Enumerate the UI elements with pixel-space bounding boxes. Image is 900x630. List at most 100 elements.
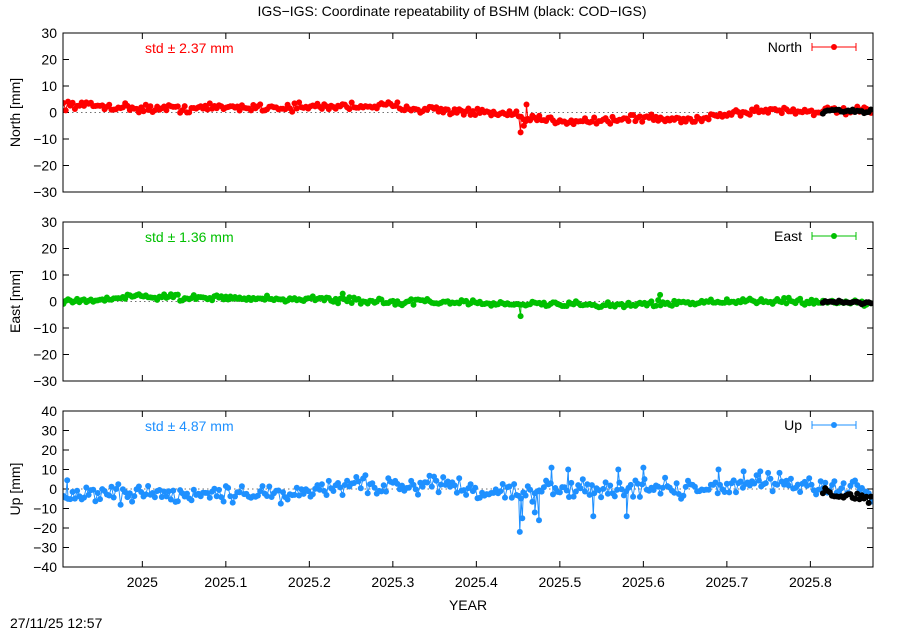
data-point-up [641, 476, 648, 483]
data-point-up [94, 490, 101, 496]
plot-frame [62, 410, 874, 568]
data-point-up [110, 494, 117, 501]
data-point-up [309, 491, 316, 498]
data-point-up [657, 490, 664, 497]
y-tick-label: −10 [33, 131, 57, 147]
y-axis-label: Up [mm] [7, 463, 23, 516]
data-point-up [511, 481, 518, 488]
data-point-up [774, 481, 781, 488]
legend-marker [831, 422, 837, 428]
data-point-up [715, 466, 722, 473]
data-point-up [453, 489, 460, 496]
y-tick-label: −20 [33, 347, 57, 363]
data-point-up [726, 489, 733, 496]
y-tick-label: −20 [33, 158, 57, 174]
data-point-up [211, 485, 218, 492]
data-point-up [399, 482, 405, 489]
y-tick-label: 10 [41, 78, 57, 94]
data-point-up [64, 477, 71, 484]
data-point-north [348, 99, 355, 106]
legend-label: Up [784, 417, 802, 433]
data-point-east [653, 302, 659, 309]
data-point-up [435, 489, 442, 496]
y-tick-label: −30 [33, 373, 57, 389]
y-tick-label: 20 [41, 442, 57, 458]
data-point-up [280, 489, 286, 496]
x-tick-label: 2025.3 [371, 574, 414, 590]
data-point-up [126, 490, 133, 497]
chart-panels: 30 20 10 0 −10 −20 −30 North [mm] std ± 2.37 mm N… [7, 25, 874, 590]
data-point-up [616, 479, 623, 486]
data-point-north [204, 106, 211, 113]
data-point-up [460, 487, 467, 494]
data-point-up [236, 489, 243, 496]
data-point-up [275, 487, 282, 494]
data-point-up [636, 493, 643, 500]
data-point-up [519, 515, 526, 522]
data-point-up [437, 481, 444, 488]
data-point-north [147, 103, 154, 110]
data-point-up [712, 479, 719, 486]
data-point-up [582, 488, 588, 495]
data-point-up [225, 484, 232, 491]
data-point-up [394, 480, 401, 487]
data-point-east [781, 295, 788, 301]
data-point-up [188, 497, 195, 504]
cod-data-point-up [819, 490, 826, 497]
data-point-up [83, 484, 90, 491]
data-point-north [808, 107, 815, 114]
data-point-up [444, 478, 451, 485]
cod-data-point-up [865, 500, 872, 506]
data-point-east [783, 300, 790, 307]
data-point-north [630, 112, 637, 118]
data-point-north [472, 112, 479, 118]
data-point-up [733, 489, 739, 496]
data-point-up [673, 480, 680, 487]
data-point-north [465, 105, 472, 112]
data-point-up [600, 485, 607, 492]
plot-frame [62, 32, 874, 193]
data-point-north [106, 101, 113, 108]
data-point-up [472, 484, 479, 491]
data-point-up [540, 484, 547, 491]
data-point-up [730, 477, 737, 484]
data-point-north [394, 99, 401, 106]
data-point-east [410, 301, 417, 308]
x-tick-label: 2025.1 [204, 574, 247, 590]
cod-data-point-north [867, 106, 873, 113]
data-point-up [595, 487, 602, 494]
data-point-north [318, 105, 325, 112]
data-point-up [531, 509, 538, 516]
data-point-north [444, 106, 451, 113]
y-tick-label: 40 [41, 403, 57, 419]
y-tick-label: 10 [41, 267, 57, 283]
data-point-up [611, 493, 618, 500]
data-point-up [284, 496, 291, 503]
data-point-up [769, 488, 776, 495]
data-point-up [296, 492, 303, 499]
data-point-up [584, 481, 591, 488]
data-point-up [808, 481, 815, 488]
y-tick-label: −20 [33, 520, 57, 536]
data-point-up [607, 482, 614, 489]
data-point-up [213, 493, 220, 500]
data-point-up [680, 492, 687, 499]
data-point-up [650, 487, 657, 493]
data-point-up [433, 477, 440, 484]
data-point-up [671, 489, 678, 496]
data-point-up [220, 498, 227, 505]
series-line-up [63, 467, 872, 532]
data-point-up [419, 483, 426, 490]
x-tick-label: 2025.7 [705, 574, 748, 590]
data-point-up [71, 495, 78, 502]
data-point-up [536, 517, 542, 524]
y-tick-label: 30 [41, 25, 57, 41]
data-point-up [344, 477, 351, 484]
x-tick-label: 2025.6 [622, 574, 665, 590]
data-point-up [506, 483, 513, 490]
data-point-east [655, 297, 662, 304]
panel-east: 30 20 10 0 −10 −20 −30 East [mm] std ± 1.36 mm Ea… [7, 214, 874, 389]
data-point-up [371, 484, 378, 491]
cod-data-point-up [854, 490, 861, 497]
